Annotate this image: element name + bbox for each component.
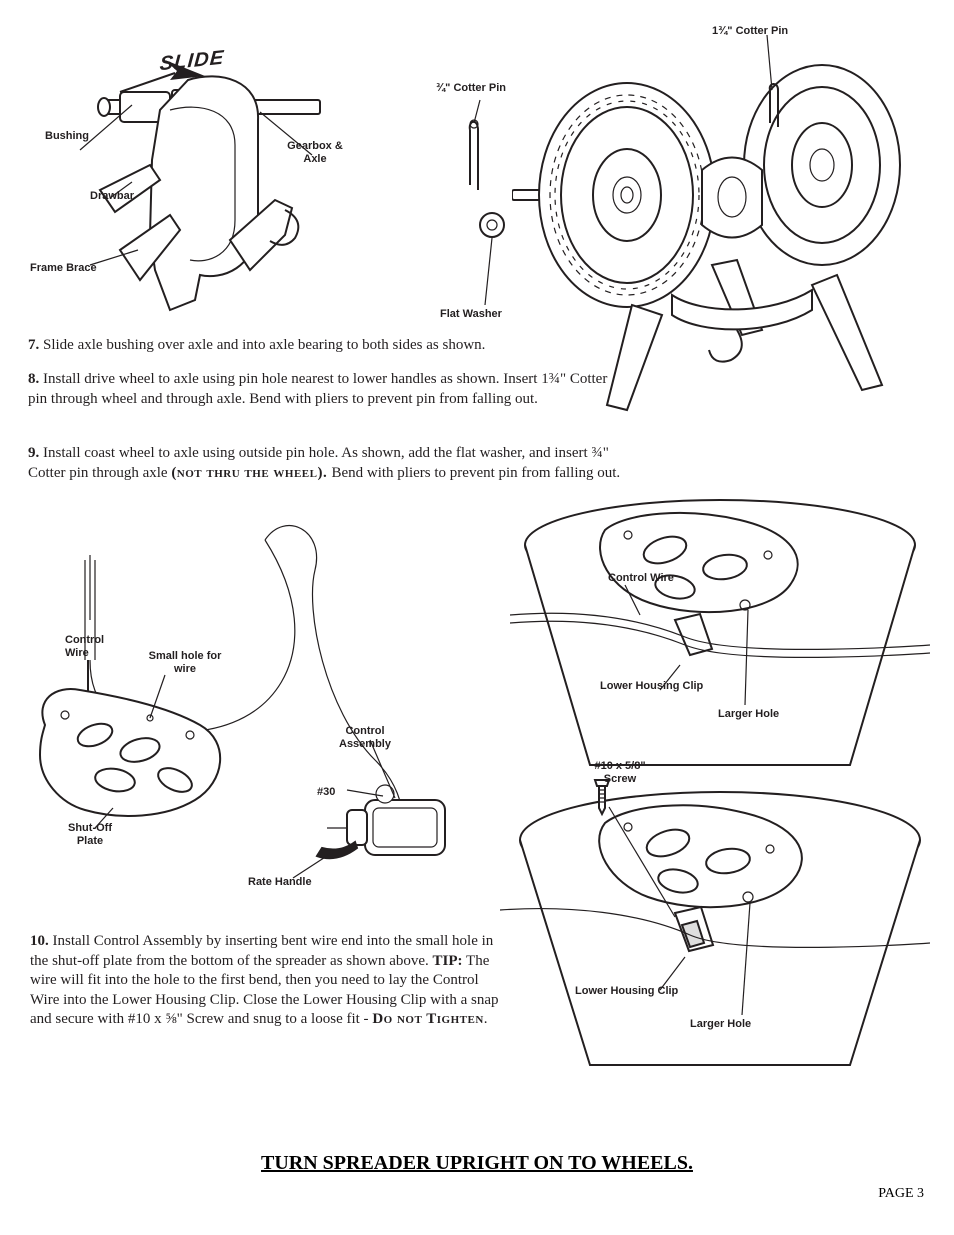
label-rate-handle: Rate Handle: [248, 876, 312, 889]
step-8: 8. Install drive wheel to axle using pin…: [28, 370, 618, 409]
label-gearbox-axle: Gearbox & Axle: [285, 140, 345, 165]
label-screw: #10 x 5/8" Screw: [580, 760, 660, 785]
label-large-cotter: 1¾" Cotter Pin: [712, 25, 788, 38]
diagram-hopper-upper: [510, 495, 930, 775]
label-num30: #30: [317, 786, 335, 799]
label-lower-housing-clip-2: Lower Housing Clip: [575, 985, 678, 998]
diagram-control-assembly: [25, 500, 485, 920]
label-lower-housing-clip-1: Lower Housing Clip: [600, 680, 703, 693]
label-small-cotter: ¾" Cotter Pin: [436, 82, 506, 95]
page-heading: TURN SPREADER UPRIGHT ON TO WHEELS.: [0, 1152, 954, 1175]
label-control-wire-left: Control Wire: [65, 634, 120, 659]
label-control-assembly: Control Assembly: [330, 725, 400, 750]
step-7: 7. Slide axle bushing over axle and into…: [28, 336, 608, 356]
label-shutoff-plate: Shut-Off Plate: [55, 822, 125, 847]
label-control-wire-right: Control Wire: [608, 572, 674, 585]
page-number: PAGE 3: [878, 1186, 924, 1202]
label-frame-brace: Frame Brace: [30, 262, 97, 275]
label-drawbar: Drawbar: [90, 190, 134, 203]
step-10: 10. Install Control Assembly by insertin…: [30, 932, 500, 1030]
label-small-hole: Small hole for wire: [140, 650, 230, 675]
step-9: 9. Install coast wheel to axle using out…: [28, 444, 628, 483]
label-larger-hole-2: Larger Hole: [690, 1018, 751, 1031]
label-larger-hole-1: Larger Hole: [718, 708, 779, 721]
label-flat-washer: Flat Washer: [440, 308, 502, 321]
diagram-axle-bushing: [60, 40, 370, 330]
label-bushing: Bushing: [45, 130, 89, 143]
